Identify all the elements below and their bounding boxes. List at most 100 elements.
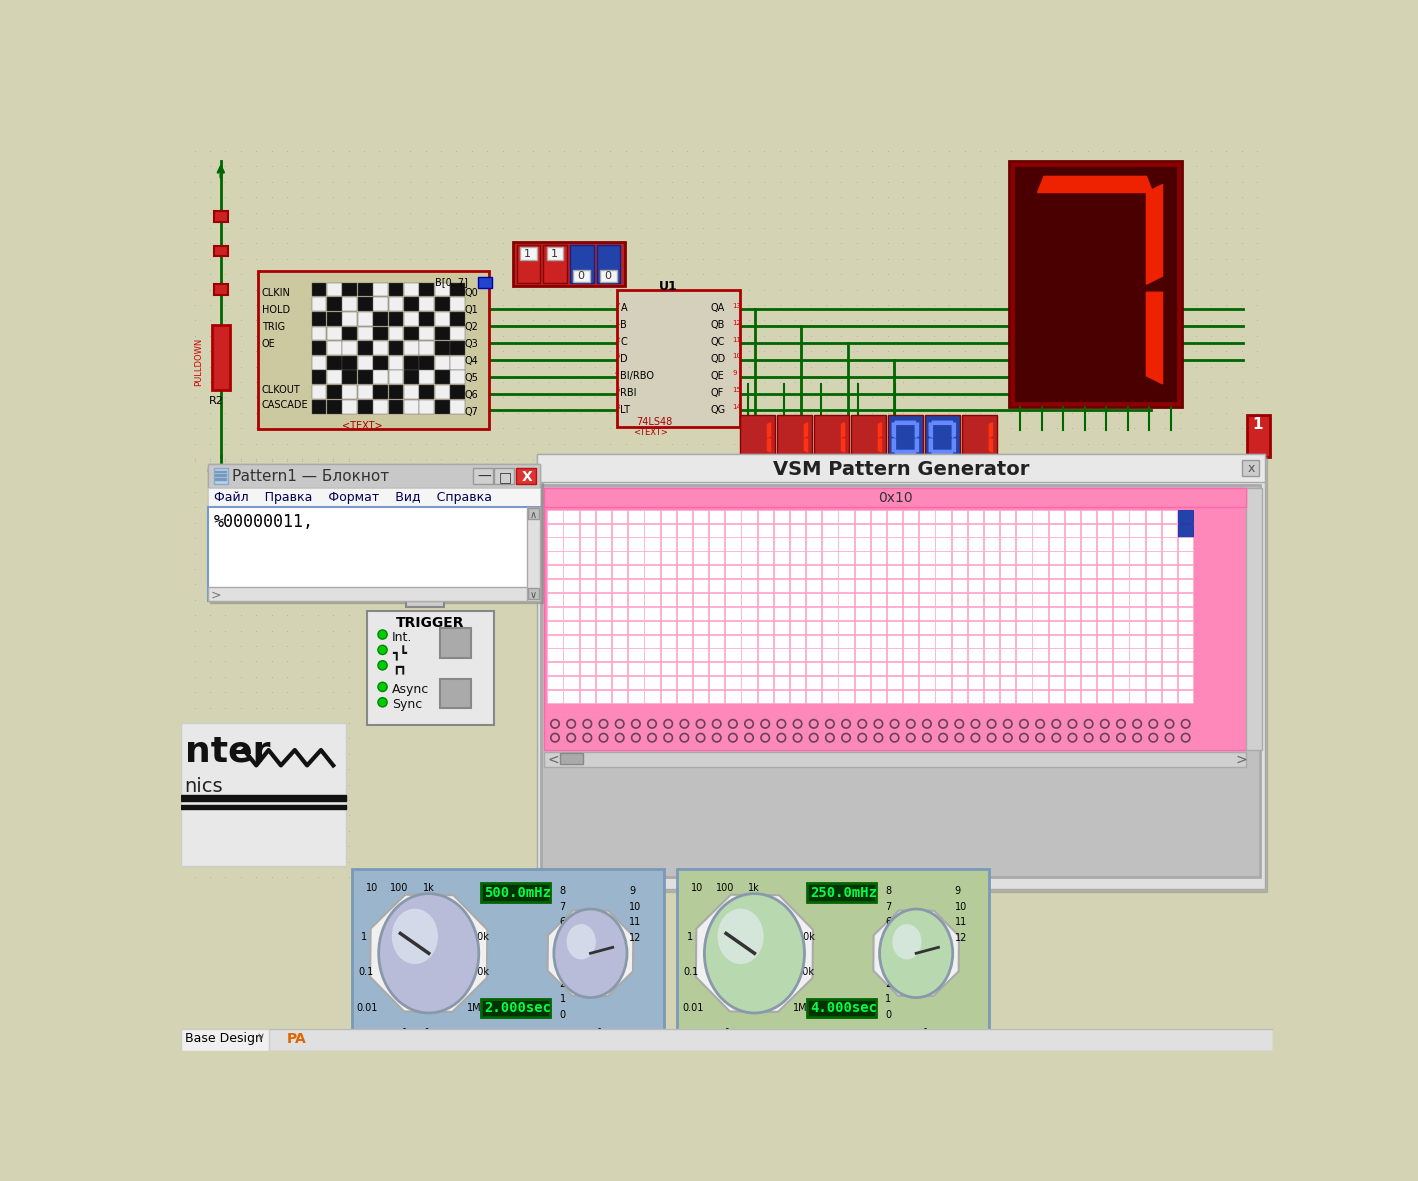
FancyBboxPatch shape xyxy=(919,634,934,647)
FancyBboxPatch shape xyxy=(822,537,838,550)
FancyBboxPatch shape xyxy=(676,621,692,634)
Text: Q4: Q4 xyxy=(464,355,478,366)
FancyBboxPatch shape xyxy=(742,537,757,550)
FancyBboxPatch shape xyxy=(790,537,805,550)
FancyBboxPatch shape xyxy=(1048,690,1064,703)
FancyBboxPatch shape xyxy=(838,690,854,703)
Text: 10: 10 xyxy=(692,883,703,893)
FancyBboxPatch shape xyxy=(211,325,230,391)
Text: 0: 0 xyxy=(577,272,584,281)
FancyBboxPatch shape xyxy=(1129,552,1144,565)
FancyBboxPatch shape xyxy=(404,312,418,326)
FancyBboxPatch shape xyxy=(790,579,805,592)
FancyBboxPatch shape xyxy=(644,663,659,676)
FancyBboxPatch shape xyxy=(838,593,854,606)
FancyBboxPatch shape xyxy=(628,510,644,523)
FancyBboxPatch shape xyxy=(936,579,951,592)
Text: QG: QG xyxy=(710,405,726,415)
FancyBboxPatch shape xyxy=(757,648,773,661)
FancyBboxPatch shape xyxy=(328,355,342,370)
FancyBboxPatch shape xyxy=(1129,566,1144,579)
FancyBboxPatch shape xyxy=(967,621,983,634)
Text: A: A xyxy=(621,304,627,313)
FancyBboxPatch shape xyxy=(838,552,854,565)
Text: 0.01: 0.01 xyxy=(682,1003,703,1012)
FancyBboxPatch shape xyxy=(357,282,373,296)
FancyBboxPatch shape xyxy=(1161,648,1177,661)
FancyBboxPatch shape xyxy=(661,663,676,676)
FancyBboxPatch shape xyxy=(1017,537,1032,550)
FancyBboxPatch shape xyxy=(328,341,342,355)
FancyBboxPatch shape xyxy=(886,676,902,690)
FancyBboxPatch shape xyxy=(709,621,725,634)
Text: 10k: 10k xyxy=(472,932,489,941)
FancyBboxPatch shape xyxy=(1098,552,1113,565)
FancyBboxPatch shape xyxy=(1129,663,1144,676)
FancyBboxPatch shape xyxy=(596,579,611,592)
FancyBboxPatch shape xyxy=(1032,676,1048,690)
FancyBboxPatch shape xyxy=(676,566,692,579)
FancyBboxPatch shape xyxy=(613,523,627,536)
FancyBboxPatch shape xyxy=(1017,510,1032,523)
FancyBboxPatch shape xyxy=(312,355,326,370)
FancyBboxPatch shape xyxy=(709,566,725,579)
Text: Vernier: Vernier xyxy=(888,1027,944,1042)
FancyBboxPatch shape xyxy=(1113,579,1129,592)
FancyBboxPatch shape xyxy=(580,607,596,620)
FancyBboxPatch shape xyxy=(389,298,403,311)
Ellipse shape xyxy=(554,909,627,998)
FancyBboxPatch shape xyxy=(580,593,596,606)
FancyBboxPatch shape xyxy=(613,648,627,661)
FancyBboxPatch shape xyxy=(420,341,434,355)
FancyBboxPatch shape xyxy=(742,676,757,690)
Text: Файл    Правка    Формат    Вид    Справка: Файл Правка Формат Вид Справка xyxy=(214,491,492,504)
FancyBboxPatch shape xyxy=(1146,579,1161,592)
FancyBboxPatch shape xyxy=(389,355,403,370)
FancyBboxPatch shape xyxy=(805,523,821,536)
FancyBboxPatch shape xyxy=(404,298,418,311)
FancyBboxPatch shape xyxy=(451,312,465,326)
FancyBboxPatch shape xyxy=(1017,648,1032,661)
FancyBboxPatch shape xyxy=(343,355,357,370)
FancyBboxPatch shape xyxy=(661,690,676,703)
FancyBboxPatch shape xyxy=(1032,648,1048,661)
Polygon shape xyxy=(696,895,813,1012)
FancyBboxPatch shape xyxy=(725,663,740,676)
Text: 8: 8 xyxy=(885,886,892,896)
FancyBboxPatch shape xyxy=(628,566,644,579)
FancyBboxPatch shape xyxy=(1113,510,1129,523)
FancyBboxPatch shape xyxy=(790,621,805,634)
FancyBboxPatch shape xyxy=(676,523,692,536)
Text: Q7: Q7 xyxy=(464,406,478,417)
FancyBboxPatch shape xyxy=(1146,552,1161,565)
FancyBboxPatch shape xyxy=(709,579,725,592)
FancyBboxPatch shape xyxy=(312,282,326,296)
FancyBboxPatch shape xyxy=(757,510,773,523)
FancyBboxPatch shape xyxy=(725,510,740,523)
FancyBboxPatch shape xyxy=(951,579,967,592)
FancyBboxPatch shape xyxy=(312,298,326,311)
FancyBboxPatch shape xyxy=(967,579,983,592)
FancyBboxPatch shape xyxy=(1178,621,1194,634)
FancyBboxPatch shape xyxy=(919,676,934,690)
FancyBboxPatch shape xyxy=(357,326,373,340)
FancyBboxPatch shape xyxy=(420,312,434,326)
FancyBboxPatch shape xyxy=(967,593,983,606)
FancyBboxPatch shape xyxy=(596,552,611,565)
FancyBboxPatch shape xyxy=(613,621,627,634)
FancyBboxPatch shape xyxy=(838,537,854,550)
FancyBboxPatch shape xyxy=(1065,523,1081,536)
FancyBboxPatch shape xyxy=(312,371,326,384)
FancyBboxPatch shape xyxy=(1246,488,1262,750)
FancyBboxPatch shape xyxy=(838,566,854,579)
FancyBboxPatch shape xyxy=(936,537,951,550)
FancyBboxPatch shape xyxy=(871,579,886,592)
FancyBboxPatch shape xyxy=(1081,537,1096,550)
FancyBboxPatch shape xyxy=(807,999,876,1017)
Text: 1: 1 xyxy=(523,249,530,259)
Polygon shape xyxy=(767,439,770,452)
Text: 4: 4 xyxy=(560,948,566,958)
FancyBboxPatch shape xyxy=(661,510,676,523)
FancyBboxPatch shape xyxy=(547,663,563,676)
FancyBboxPatch shape xyxy=(886,648,902,661)
